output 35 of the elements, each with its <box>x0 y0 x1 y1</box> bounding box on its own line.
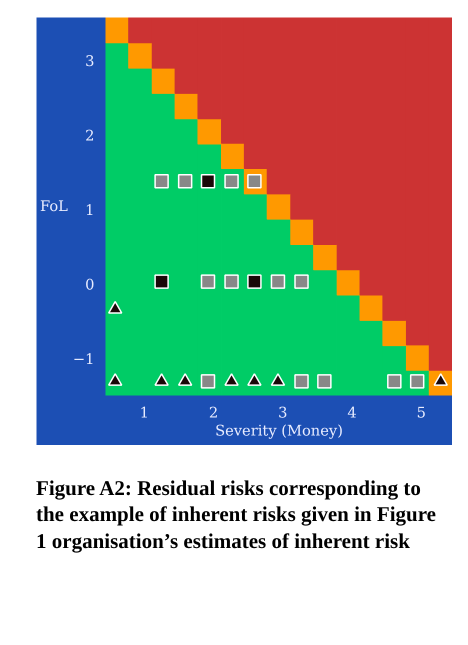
point <box>317 374 332 389</box>
point <box>294 274 309 289</box>
x-tick-label: 2 <box>208 404 218 422</box>
y-tick-label: 2 <box>85 128 95 145</box>
x-tick-label: 3 <box>278 404 288 422</box>
x-tick-label: 4 <box>347 404 357 422</box>
point <box>270 373 286 386</box>
point <box>224 174 239 188</box>
point <box>224 373 239 386</box>
point <box>200 374 216 389</box>
point <box>154 274 169 289</box>
point <box>178 174 192 188</box>
point <box>154 373 169 386</box>
point <box>247 373 262 386</box>
x-axis-title: Severity (Money) <box>215 422 343 440</box>
caption: Figure A2: Residual risks corresponding to the example of inherent risks given in Figure 1 organisation’s estimates of inherent risk <box>36 475 436 554</box>
y-tick-label: −1 <box>72 350 95 368</box>
point <box>178 373 192 386</box>
point <box>224 274 239 289</box>
point <box>270 274 286 289</box>
point <box>387 374 402 389</box>
x-tick-label: 1 <box>140 404 149 422</box>
y-tick-label: 3 <box>85 53 95 70</box>
point <box>247 274 262 289</box>
point <box>108 373 122 386</box>
y-axis-title: FoL <box>40 198 68 215</box>
point <box>108 300 122 314</box>
point <box>294 374 309 389</box>
y-tick-label: 0 <box>85 276 95 294</box>
point <box>200 274 216 289</box>
x-tick-label: 5 <box>416 404 426 422</box>
point <box>200 174 216 188</box>
bar <box>336 269 361 296</box>
y-tick-label: 1 <box>85 202 95 219</box>
point <box>154 174 169 188</box>
